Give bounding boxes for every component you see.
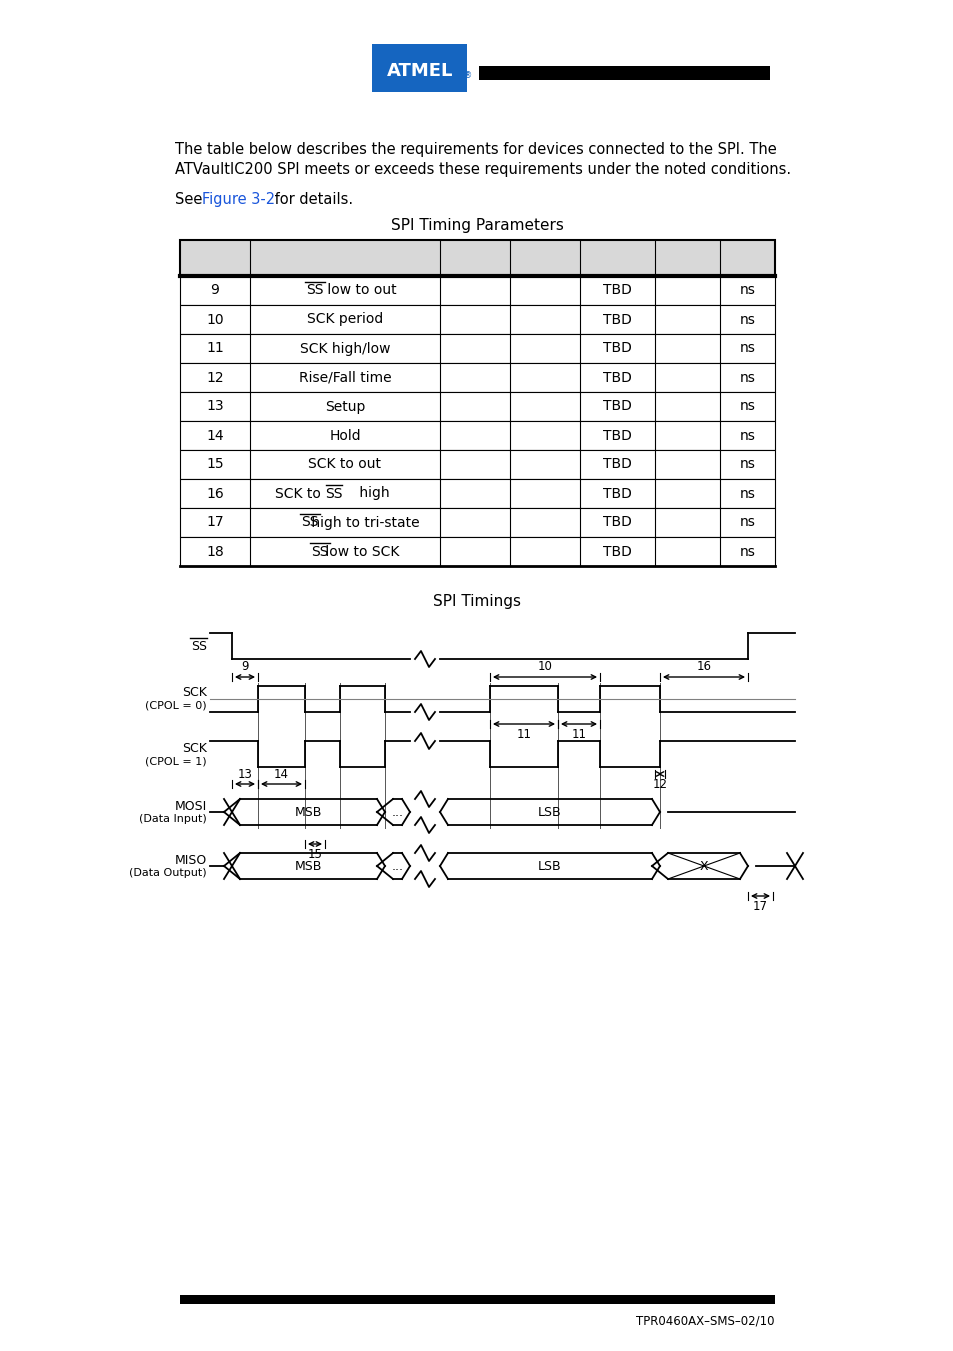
- Text: (Data Output): (Data Output): [130, 867, 207, 878]
- Text: (CPOL = 1): (CPOL = 1): [145, 757, 207, 766]
- Text: See: See: [174, 192, 207, 207]
- Text: SCK to: SCK to: [274, 486, 325, 500]
- Text: 14: 14: [206, 428, 224, 443]
- Text: SCK: SCK: [182, 742, 207, 754]
- Text: 11: 11: [571, 727, 586, 740]
- Text: TBD: TBD: [602, 428, 631, 443]
- Text: ns: ns: [739, 342, 755, 355]
- Text: (CPOL = 0): (CPOL = 0): [145, 701, 207, 711]
- Bar: [180, 422, 774, 450]
- Text: ...: ...: [391, 859, 403, 873]
- Text: LSB: LSB: [537, 805, 561, 819]
- Text: MSB: MSB: [294, 805, 322, 819]
- Text: high to tri-state: high to tri-state: [306, 516, 419, 530]
- Text: TBD: TBD: [602, 486, 631, 500]
- Text: Rise/Fall time: Rise/Fall time: [298, 370, 391, 385]
- Bar: [180, 1296, 774, 1304]
- Text: SS: SS: [191, 639, 207, 653]
- Text: SCK high/low: SCK high/low: [299, 342, 390, 355]
- Text: ns: ns: [739, 312, 755, 327]
- Text: TBD: TBD: [602, 370, 631, 385]
- Text: Figure 3-2: Figure 3-2: [202, 192, 274, 207]
- Text: SCK period: SCK period: [307, 312, 383, 327]
- Text: 16: 16: [206, 486, 224, 500]
- Text: low to out: low to out: [323, 284, 396, 297]
- Text: for details.: for details.: [270, 192, 353, 207]
- Bar: [180, 276, 774, 305]
- Text: 12: 12: [652, 777, 667, 790]
- Bar: [180, 450, 774, 480]
- Text: Setup: Setup: [324, 400, 365, 413]
- Text: 13: 13: [237, 767, 253, 781]
- Text: MSB: MSB: [294, 859, 322, 873]
- Text: 10: 10: [537, 661, 552, 674]
- Text: ns: ns: [739, 544, 755, 558]
- Text: ATMEL: ATMEL: [386, 62, 453, 80]
- Bar: [180, 305, 774, 334]
- Text: X: X: [699, 859, 707, 873]
- Text: SS: SS: [325, 486, 342, 500]
- Text: Hold: Hold: [329, 428, 360, 443]
- Text: low to SCK: low to SCK: [320, 544, 398, 558]
- Text: 15: 15: [307, 847, 322, 861]
- Bar: [180, 508, 774, 536]
- Bar: [180, 536, 774, 566]
- Text: 15: 15: [206, 458, 224, 471]
- Bar: [479, 66, 769, 80]
- Text: 11: 11: [516, 727, 531, 740]
- Text: 18: 18: [206, 544, 224, 558]
- Text: TBD: TBD: [602, 284, 631, 297]
- Text: TBD: TBD: [602, 458, 631, 471]
- Text: 9: 9: [211, 284, 219, 297]
- Text: MISO: MISO: [174, 854, 207, 866]
- Text: (Data Input): (Data Input): [139, 815, 207, 824]
- Text: TBD: TBD: [602, 516, 631, 530]
- Bar: [180, 240, 774, 276]
- Bar: [180, 392, 774, 422]
- Text: SS: SS: [306, 284, 323, 297]
- Text: ®: ®: [463, 72, 472, 81]
- Text: MOSI: MOSI: [174, 800, 207, 812]
- Text: ns: ns: [739, 428, 755, 443]
- Text: TBD: TBD: [602, 544, 631, 558]
- Bar: [180, 334, 774, 363]
- Text: 9: 9: [241, 661, 249, 674]
- Text: The table below describes the requirements for devices connected to the SPI. The: The table below describes the requiremen…: [174, 142, 776, 157]
- Bar: [180, 480, 774, 508]
- Text: ns: ns: [739, 370, 755, 385]
- Text: SCK to out: SCK to out: [308, 458, 381, 471]
- Text: ...: ...: [391, 805, 403, 819]
- Text: LSB: LSB: [537, 859, 561, 873]
- Text: 17: 17: [206, 516, 224, 530]
- Text: 10: 10: [206, 312, 224, 327]
- Text: SCK: SCK: [182, 686, 207, 700]
- Bar: [180, 363, 774, 392]
- Text: SS: SS: [301, 516, 318, 530]
- Text: 13: 13: [206, 400, 224, 413]
- Text: ns: ns: [739, 458, 755, 471]
- Text: TPR0460AX–SMS–02/10: TPR0460AX–SMS–02/10: [636, 1315, 774, 1328]
- Text: SPI Timing Parameters: SPI Timing Parameters: [390, 218, 563, 232]
- Text: SS: SS: [311, 544, 329, 558]
- Text: ATVaultIC200 SPI meets or exceeds these requirements under the noted conditions.: ATVaultIC200 SPI meets or exceeds these …: [174, 162, 790, 177]
- Text: 14: 14: [274, 767, 289, 781]
- Text: high: high: [355, 486, 389, 500]
- Text: 16: 16: [696, 661, 711, 674]
- Text: TBD: TBD: [602, 342, 631, 355]
- Text: ns: ns: [739, 400, 755, 413]
- Text: ns: ns: [739, 486, 755, 500]
- Text: SPI Timings: SPI Timings: [433, 594, 520, 609]
- Text: TBD: TBD: [602, 400, 631, 413]
- Text: ns: ns: [739, 284, 755, 297]
- Text: 17: 17: [752, 900, 767, 912]
- Text: TBD: TBD: [602, 312, 631, 327]
- FancyBboxPatch shape: [372, 45, 467, 92]
- Text: ns: ns: [739, 516, 755, 530]
- Text: 12: 12: [206, 370, 224, 385]
- Text: 11: 11: [206, 342, 224, 355]
